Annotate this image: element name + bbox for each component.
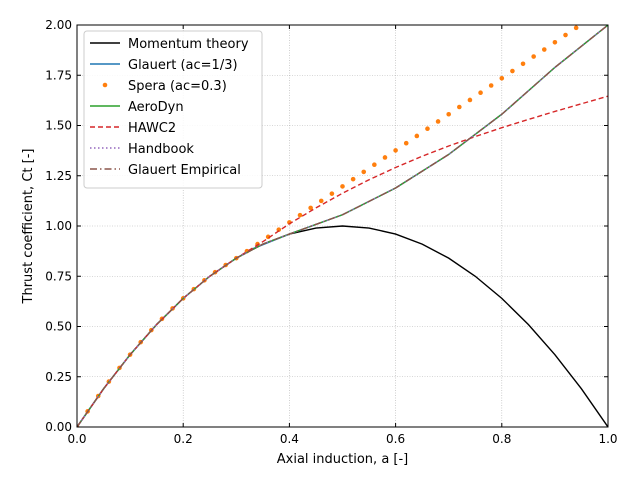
legend-label-spera: Spera (ac=0.3) — [128, 79, 227, 94]
series-line-glauert-empirical — [77, 25, 608, 427]
x-axis-label: Axial induction, a [-] — [277, 452, 409, 467]
y-tick-label: 2.00 — [45, 18, 72, 32]
spera-point — [414, 133, 420, 139]
legend-label-aerodyn: AeroDyn — [128, 100, 184, 115]
spera-point — [457, 104, 462, 110]
spera-point — [510, 68, 515, 74]
spera-point — [425, 126, 430, 132]
y-tick-label: 0.00 — [45, 420, 72, 434]
spera-point — [467, 97, 473, 103]
y-tick-label: 0.75 — [45, 269, 72, 283]
ticks: 0.0 0.2 0.4 0.6 0.8 1.0 0.00 0.25 0.50 0.75 1.00 1.… — [45, 18, 617, 446]
spera-point — [361, 169, 367, 175]
legend-label-handbook: Handbook — [128, 142, 194, 157]
spera-point — [403, 140, 409, 146]
x-tick-label: 0.2 — [174, 432, 193, 446]
legend-label-glauert: Glauert (ac=1/3) — [128, 58, 238, 73]
spera-point — [297, 212, 303, 218]
y-tick-label: 0.25 — [45, 370, 72, 384]
spera-point — [499, 75, 505, 81]
y-tick-label: 1.75 — [45, 68, 72, 82]
legend-label-hawc2: HAWC2 — [128, 121, 176, 136]
spera-point — [520, 61, 526, 67]
y-tick-label: 1.25 — [45, 169, 72, 183]
spera-point — [329, 191, 335, 196]
x-tick-label: 0.6 — [386, 432, 405, 446]
spera-point — [488, 83, 494, 88]
spera-point — [563, 32, 568, 38]
series-layer — [77, 25, 608, 427]
spera-point — [350, 176, 356, 182]
legend: Momentum theory Glauert (ac=1/3) Spera (ac… — [83, 30, 263, 189]
spera-point — [435, 119, 441, 124]
spera-point — [478, 90, 483, 96]
spera-point — [531, 54, 536, 59]
x-tick-label: 0.4 — [280, 432, 299, 446]
spera-point — [318, 198, 324, 204]
legend-label-glauert-empirical: Glauert Empirical — [128, 163, 241, 178]
spera-point — [446, 111, 452, 117]
spera-point — [573, 25, 579, 31]
spera-point — [382, 155, 388, 160]
y-tick-label: 0.50 — [45, 320, 72, 334]
spera-point — [541, 47, 547, 52]
x-tick-label: 0.8 — [492, 432, 511, 446]
legend-marker-spera — [102, 82, 108, 88]
y-axis-label: Thrust coefficient, Ct [-] — [21, 149, 36, 305]
spera-point — [552, 39, 558, 45]
y-tick-label: 1.50 — [45, 119, 72, 133]
spera-point — [340, 184, 345, 189]
spera-point — [276, 227, 282, 232]
spera-point — [372, 162, 377, 167]
x-tick-label: 0.0 — [67, 432, 86, 446]
y-tick-label: 1.00 — [45, 219, 72, 233]
spera-point — [308, 205, 313, 211]
legend-box — [83, 30, 263, 189]
x-tick-label: 1.0 — [598, 432, 617, 446]
spera-point — [393, 148, 398, 153]
legend-label-momentum: Momentum theory — [128, 37, 249, 52]
